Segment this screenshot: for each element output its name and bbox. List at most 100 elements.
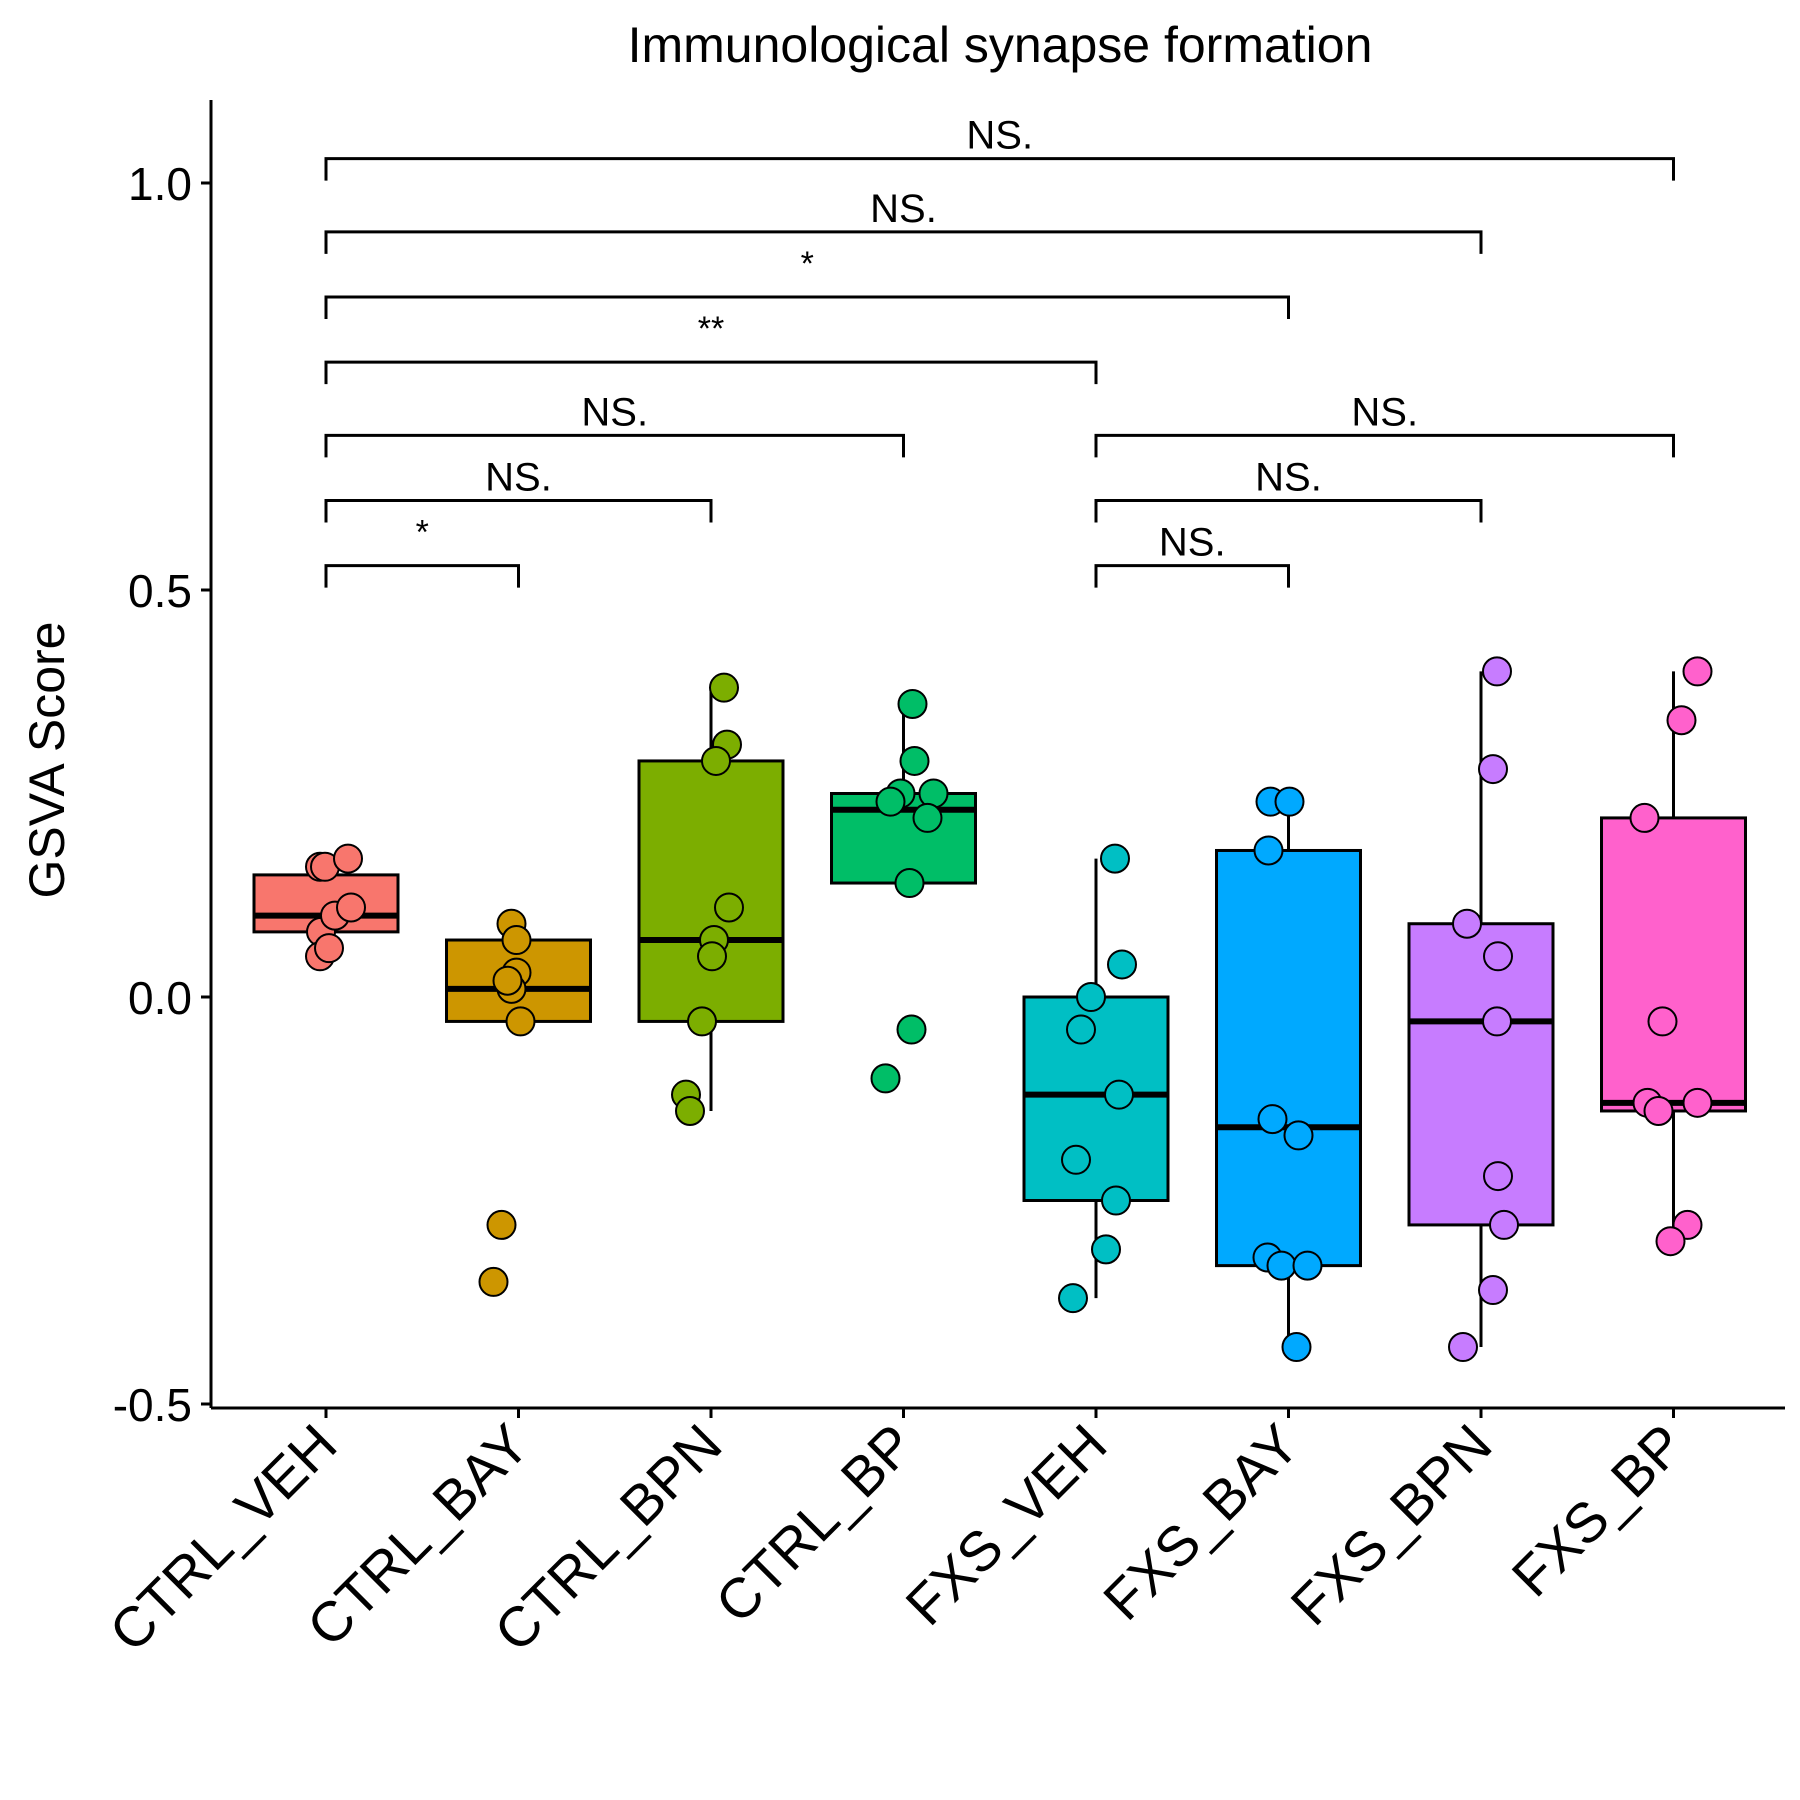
box-fxs-bp [1600, 671, 1747, 1242]
box-body [1407, 922, 1555, 1227]
x-tick-label: FXS_VEH [893, 1412, 1118, 1637]
data-point [1257, 1104, 1288, 1135]
data-point [1483, 1161, 1513, 1192]
data-point [875, 786, 906, 817]
data-point [1682, 656, 1713, 687]
bracket-line [1094, 498, 1483, 523]
data-point [1483, 941, 1513, 972]
y-tick-label: 0.5 [128, 565, 192, 617]
data-point [314, 933, 344, 964]
data-point [896, 1014, 927, 1045]
x-tick-label: FXS_BAY [1091, 1412, 1311, 1632]
significance-bracket: NS. [324, 187, 1483, 254]
data-point [505, 1006, 536, 1037]
bracket-line [324, 433, 905, 458]
x-tick-label: FXS_BPN [1278, 1412, 1503, 1637]
data-point [336, 892, 366, 923]
bracket-line [324, 157, 1675, 181]
data-point [714, 892, 744, 923]
significance-label: NS. [1255, 455, 1322, 499]
data-point [912, 802, 943, 833]
data-point [486, 1209, 517, 1240]
chart-title: Immunological synapse formation [628, 17, 1373, 73]
data-point [1091, 1234, 1121, 1265]
data-point [1643, 1095, 1674, 1126]
significance-brackets: *NS.NS.***NS.NS.NS.NS.NS. [324, 114, 1675, 588]
significance-label: NS. [1351, 390, 1418, 434]
data-point [1629, 802, 1660, 833]
data-point [1058, 1283, 1088, 1314]
y-axis-label: GSVA Score [19, 622, 75, 899]
data-points [305, 656, 1713, 1363]
data-point [899, 745, 930, 776]
data-point [501, 925, 532, 956]
data-point [1281, 1332, 1312, 1363]
box-body [1022, 995, 1170, 1202]
data-point [709, 672, 739, 703]
data-point [1104, 1079, 1134, 1110]
data-point [1100, 843, 1130, 874]
bracket-line [1094, 433, 1675, 458]
significance-bracket: NS. [1094, 390, 1675, 458]
significance-label: NS. [966, 114, 1033, 158]
box-fxs-bpn [1407, 671, 1555, 1348]
box-ctrl-bpn [637, 687, 785, 1111]
data-point [687, 1006, 717, 1037]
bracket-line [324, 230, 1483, 254]
box-body [1600, 816, 1747, 1113]
data-point [333, 843, 363, 874]
significance-bracket: NS. [1094, 455, 1483, 523]
bracket-line [1094, 564, 1290, 588]
data-point [1489, 1209, 1519, 1240]
significance-label: * [416, 514, 429, 552]
data-point [1101, 1185, 1131, 1216]
data-point [1283, 1120, 1314, 1151]
y-tick-label: 1.0 [128, 158, 192, 210]
data-point [1452, 908, 1482, 939]
significance-label: NS. [485, 455, 552, 499]
bracket-line [324, 295, 1290, 319]
data-point [1482, 656, 1512, 687]
data-point [1482, 1006, 1512, 1037]
data-point [1478, 1275, 1508, 1306]
data-point [894, 868, 925, 899]
significance-bracket: NS. [324, 114, 1675, 181]
significance-bracket: * [324, 245, 1290, 319]
significance-bracket: ** [324, 310, 1098, 385]
significance-bracket: * [324, 514, 520, 588]
significance-label: ** [698, 310, 724, 348]
data-point [1448, 1332, 1478, 1363]
significance-bracket: NS. [324, 390, 905, 458]
data-point [1253, 835, 1284, 866]
data-point [1061, 1144, 1091, 1175]
data-point [492, 965, 523, 996]
box-plots [252, 671, 1747, 1348]
bracket-line [324, 360, 1098, 385]
data-point [1107, 949, 1137, 980]
data-point [1478, 754, 1508, 785]
significance-label: NS. [1159, 521, 1226, 565]
data-point [478, 1266, 509, 1297]
significance-bracket: NS. [1094, 521, 1290, 588]
box-body [637, 759, 785, 1023]
x-tick-label: CTRL_BP [703, 1412, 926, 1635]
data-point [897, 688, 928, 719]
data-point [1076, 982, 1106, 1012]
y-tick-label: 0.0 [128, 972, 192, 1024]
significance-label: * [801, 245, 814, 283]
data-point [1292, 1250, 1323, 1281]
data-point [870, 1063, 901, 1094]
significance-bracket: NS. [324, 455, 713, 523]
data-point [1682, 1087, 1713, 1118]
box-fxs-veh [1022, 858, 1170, 1299]
bracket-line [324, 564, 520, 588]
data-point [675, 1095, 705, 1126]
data-point [918, 778, 949, 809]
data-point [1266, 1250, 1297, 1281]
box-body [1215, 848, 1362, 1268]
significance-label: NS. [581, 390, 648, 434]
data-point [1647, 1006, 1678, 1037]
significance-label: NS. [870, 187, 937, 231]
data-point [1655, 1226, 1686, 1257]
